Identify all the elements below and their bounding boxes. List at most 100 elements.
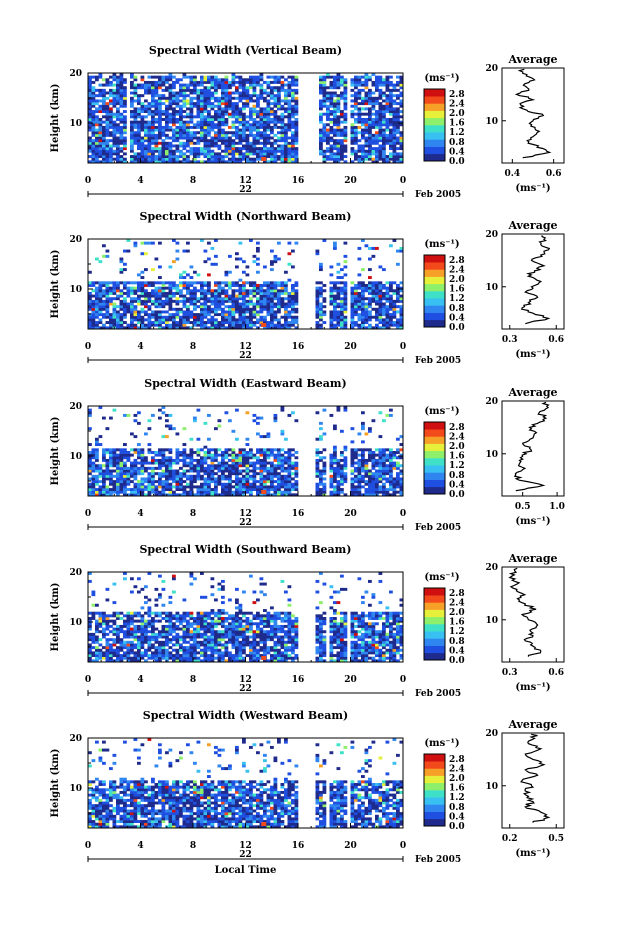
heatmap-cell bbox=[259, 299, 264, 303]
heatmap-cell bbox=[333, 83, 337, 87]
heatmap-cell bbox=[168, 136, 173, 140]
heatmap-cell bbox=[193, 299, 197, 303]
heatmap-cell bbox=[203, 144, 208, 148]
heatmap-cell bbox=[343, 315, 348, 319]
heatmap-cell bbox=[291, 80, 295, 84]
heatmap-cell bbox=[231, 80, 236, 84]
heatmap-cell bbox=[88, 120, 92, 124]
heatmap-cell bbox=[231, 464, 236, 468]
heatmap-cell bbox=[361, 448, 365, 452]
heatmap-cell bbox=[378, 294, 383, 298]
heatmap-cell bbox=[242, 260, 246, 264]
heatmap-cell bbox=[224, 107, 229, 111]
heatmap-cell bbox=[242, 291, 246, 295]
heatmap-cell bbox=[368, 485, 372, 489]
heatmap-cell bbox=[357, 315, 362, 319]
heatmap-cell bbox=[196, 155, 201, 159]
heatmap-cell bbox=[385, 78, 390, 82]
heatmap-cell bbox=[242, 80, 246, 84]
heatmap-cell bbox=[140, 160, 145, 164]
heatmap-cell bbox=[210, 461, 215, 465]
heatmap-cell bbox=[252, 104, 257, 108]
heatmap-cell bbox=[165, 133, 169, 137]
heatmap-cell bbox=[252, 313, 257, 317]
heatmap-cell bbox=[126, 472, 131, 476]
heatmap-cell bbox=[95, 149, 99, 153]
heatmap-cell bbox=[200, 115, 204, 119]
heatmap-cell bbox=[203, 133, 208, 137]
heatmap-cell bbox=[350, 152, 355, 156]
heatmap-cell bbox=[396, 120, 400, 124]
heatmap-cell bbox=[354, 310, 358, 314]
heatmap-cell bbox=[144, 299, 148, 303]
heatmap-cell bbox=[147, 107, 152, 111]
heatmap-cell bbox=[389, 120, 393, 124]
heatmap-cell bbox=[112, 149, 117, 153]
panel-title: Spectral Width (Eastward Beam) bbox=[144, 377, 346, 390]
heatmap-cell bbox=[333, 241, 337, 245]
heatmap-cell bbox=[287, 305, 292, 309]
heatmap-cell bbox=[333, 141, 337, 145]
heatmap-cell bbox=[336, 152, 341, 156]
heatmap-cell bbox=[123, 102, 127, 106]
heatmap-cell bbox=[242, 104, 246, 108]
heatmap-cell bbox=[172, 115, 176, 119]
heatmap-cell bbox=[224, 88, 229, 92]
heatmap-cell bbox=[378, 128, 383, 132]
heatmap-cell bbox=[249, 110, 253, 114]
heatmap-cell bbox=[116, 112, 120, 116]
heatmap-cell bbox=[112, 307, 117, 311]
heatmap-cell bbox=[378, 80, 383, 84]
heatmap-cell bbox=[382, 310, 386, 314]
heatmap-cell bbox=[158, 286, 162, 290]
heatmap-cell bbox=[123, 469, 127, 473]
heatmap-cell bbox=[382, 286, 386, 290]
heatmap-cell bbox=[245, 456, 250, 460]
heatmap-cell bbox=[277, 99, 281, 103]
heatmap-cell bbox=[147, 102, 152, 106]
heatmap-cell bbox=[343, 80, 348, 84]
colorbar-segment bbox=[424, 132, 445, 140]
heatmap-cell bbox=[105, 490, 110, 494]
heatmap-cell bbox=[249, 291, 253, 295]
heatmap-cell bbox=[364, 315, 369, 319]
heatmap-cell bbox=[172, 472, 176, 476]
heatmap-cell bbox=[137, 469, 141, 473]
heatmap-cell bbox=[392, 110, 397, 114]
heatmap-cell bbox=[245, 453, 250, 457]
heatmap-cell bbox=[385, 136, 390, 140]
heatmap-cell bbox=[343, 474, 348, 478]
heatmap-cell bbox=[137, 128, 141, 132]
heatmap-cell bbox=[336, 157, 341, 161]
heatmap-cell bbox=[210, 466, 215, 470]
heatmap-cell bbox=[105, 83, 110, 87]
heatmap-cell bbox=[315, 411, 320, 415]
heatmap-cell bbox=[294, 152, 299, 156]
heatmap-cell bbox=[385, 289, 390, 293]
heatmap-cell bbox=[252, 307, 257, 311]
heatmap-cell bbox=[329, 75, 334, 79]
heatmap-cell bbox=[333, 99, 337, 103]
heatmap-cell bbox=[210, 490, 215, 494]
heatmap-cell bbox=[256, 110, 260, 114]
heatmap-cell bbox=[333, 474, 337, 478]
heatmap-cell bbox=[182, 326, 187, 330]
heatmap-cell bbox=[245, 96, 250, 100]
heatmap-cell bbox=[357, 448, 362, 452]
heatmap-cell bbox=[252, 289, 257, 293]
heatmap-cell bbox=[340, 482, 344, 486]
heatmap-cell bbox=[140, 128, 145, 132]
heatmap-cell bbox=[280, 299, 285, 303]
heatmap-cell bbox=[214, 310, 218, 314]
heatmap-cell bbox=[147, 157, 152, 161]
heatmap-cell bbox=[147, 488, 152, 492]
heatmap-cell bbox=[116, 136, 120, 140]
heatmap-cell bbox=[277, 155, 281, 159]
heatmap-cell bbox=[343, 107, 348, 111]
heatmap-cell bbox=[340, 480, 344, 484]
heatmap-cell bbox=[354, 307, 358, 311]
heatmap-cell bbox=[235, 464, 239, 468]
heatmap-cell bbox=[200, 160, 204, 164]
heatmap-cell bbox=[196, 477, 201, 481]
heatmap-cell bbox=[168, 448, 173, 452]
